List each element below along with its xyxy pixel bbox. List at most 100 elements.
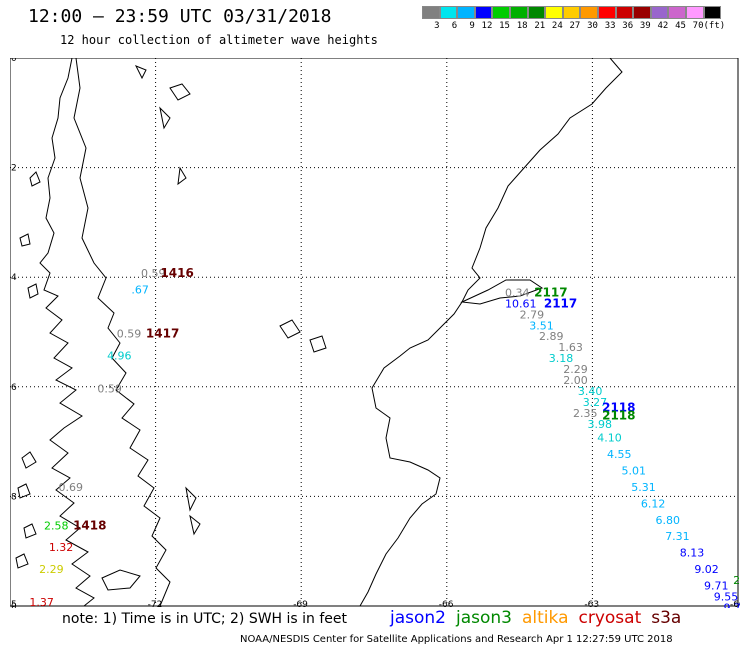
longitude-tick-label: -60	[730, 600, 740, 608]
wave-height-label: 10.61	[505, 297, 537, 310]
legend-bin-label: 70	[692, 21, 704, 31]
altimeter-map: -40 -42 -44 -46 -48 -50-75 -72 -69 -66 -63 -60 0.5…	[10, 58, 740, 608]
legend-bin-label: 18	[516, 21, 528, 31]
legend-bin-label: 12	[481, 21, 493, 31]
wave-height-label: 1418	[73, 518, 106, 532]
graticule: -40 -42 -44 -46 -48 -50-75 -72 -69 -66 -63 -60	[10, 58, 740, 608]
chile-inner-coast	[73, 58, 171, 607]
islands-south	[15, 451, 141, 591]
credit-line: NOAA/NESDIS Center for Satellite Applica…	[240, 634, 673, 645]
legend-bin-label: 42	[657, 21, 669, 31]
legend-swatch	[562, 6, 581, 19]
wave-height-label: 2.89	[539, 330, 564, 343]
wave-height-label: 6.80	[655, 514, 680, 527]
legend-bin-label: 33	[604, 21, 616, 31]
longitude-tick-label: -66	[439, 600, 454, 608]
wave-height-label: 9.55	[714, 591, 739, 604]
wave-height-label: 1.63	[558, 341, 583, 354]
wave-height-label: 4.55	[607, 448, 632, 461]
latitude-tick-label: -46	[10, 383, 17, 393]
wave-height-label: 1.32	[49, 541, 74, 554]
wave-height-label: 2117	[534, 285, 567, 299]
wave-height-label: 8.13	[680, 547, 705, 560]
color-legend: 3 6 9 12 15 18 21 24 27 30 33 36 39 42 45 70 (ft)	[422, 6, 726, 31]
satellite-name: altika	[522, 608, 569, 628]
wave-height-label: 0.59	[117, 327, 142, 340]
wave-height-label: 3.40	[578, 385, 603, 398]
wave-height-label: 2118	[602, 409, 635, 423]
wave-height-label: 2118	[602, 400, 635, 414]
wave-height-label: 2.29	[39, 563, 64, 576]
legend-bin-label: 24	[551, 21, 563, 31]
legend-bin-label: 36	[622, 21, 634, 31]
footnote: note: 1) Time is in UTC; 2) SWH is in fe…	[62, 611, 348, 627]
wave-height-label: 9.72	[723, 601, 740, 608]
longitude-tick-label: -69	[293, 600, 308, 608]
legend-bin-label: 6	[451, 21, 458, 31]
latitude-tick-label: -50	[10, 602, 17, 608]
argentina-coast	[359, 58, 623, 607]
wave-height-label: 3.51	[529, 319, 554, 332]
chiloe-lakes	[134, 65, 191, 186]
satellite-name: jason2	[390, 608, 446, 628]
legend-swatch	[457, 6, 475, 19]
legend-swatch	[703, 6, 722, 19]
legend-swatches	[422, 6, 722, 19]
wave-height-label: 5.31	[631, 481, 656, 494]
latitude-tick-label: -44	[10, 273, 17, 283]
wave-height-label: 2117	[544, 296, 577, 310]
legend-swatch	[492, 6, 510, 19]
chile-coast	[39, 58, 95, 607]
legend-bin-label: 39	[639, 21, 651, 31]
wave-height-label: 5.01	[622, 464, 647, 477]
legend-bin-label: 15	[499, 21, 510, 31]
legend-swatch	[580, 6, 598, 19]
wave-height-label: 2.58	[44, 519, 68, 532]
wave-height-label: 6.12	[641, 497, 666, 510]
legend-bin-label: 30	[587, 21, 598, 31]
wave-height-label: 0.69	[59, 481, 84, 494]
longitude-tick-label: -75	[10, 600, 17, 608]
wave-height-label: 2.79	[520, 308, 545, 321]
wave-height-label: 3.98	[588, 418, 613, 431]
wave-height-label: 9.71	[704, 580, 729, 593]
wave-height-label: 2.29	[563, 363, 588, 376]
legend-bin-label: 27	[569, 21, 581, 31]
legend-bin-label: (ft)	[703, 21, 726, 31]
legend-swatch	[685, 6, 704, 19]
wave-height-label: .67	[131, 284, 149, 297]
latitude-tick-label: -42	[10, 164, 17, 174]
islands-north	[19, 171, 41, 299]
map-title: 12:00 – 23:59 UTC 03/31/2018	[28, 6, 332, 27]
wave-height-label: 4.10	[597, 432, 622, 445]
legend-labels: 3 6 9 12 15 18 21 24 27 30 33 36 39 42 45 70 (ft)	[422, 21, 726, 31]
coastline	[15, 58, 623, 607]
wave-height-label: 0.59	[141, 267, 166, 280]
satellite-name: jason3	[456, 608, 512, 628]
satellite-name: s3a	[651, 608, 682, 628]
wave-height-label: 2.35	[573, 407, 598, 420]
satellite-name: cryosat	[578, 608, 642, 628]
wave-height-label: 3.18	[549, 352, 574, 365]
legend-swatch	[633, 6, 651, 19]
legend-swatch	[615, 6, 634, 19]
interior-lakes	[185, 319, 327, 536]
legend-swatch	[597, 6, 616, 19]
wave-height-label: 1417	[146, 326, 179, 340]
wave-height-label: 9.02	[694, 563, 719, 576]
longitude-tick-label: -72	[148, 600, 163, 608]
satellite-legend: jason2 jason3 altika cryosat s3a	[390, 608, 691, 628]
wave-height-label: 1.37	[29, 596, 54, 608]
legend-swatch	[527, 6, 546, 19]
legend-swatch	[474, 6, 493, 19]
wave-height-label: 4.96	[107, 349, 132, 362]
wave-height-label: 1416	[160, 266, 193, 280]
legend-swatch	[509, 6, 528, 19]
latitude-tick-label: -48	[10, 492, 17, 502]
legend-swatch	[422, 6, 440, 19]
longitude-tick-label: -63	[584, 600, 599, 608]
wave-height-label: 3.27	[583, 396, 608, 409]
wave-height-label: 7.31	[665, 530, 690, 543]
legend-swatch	[439, 6, 458, 19]
